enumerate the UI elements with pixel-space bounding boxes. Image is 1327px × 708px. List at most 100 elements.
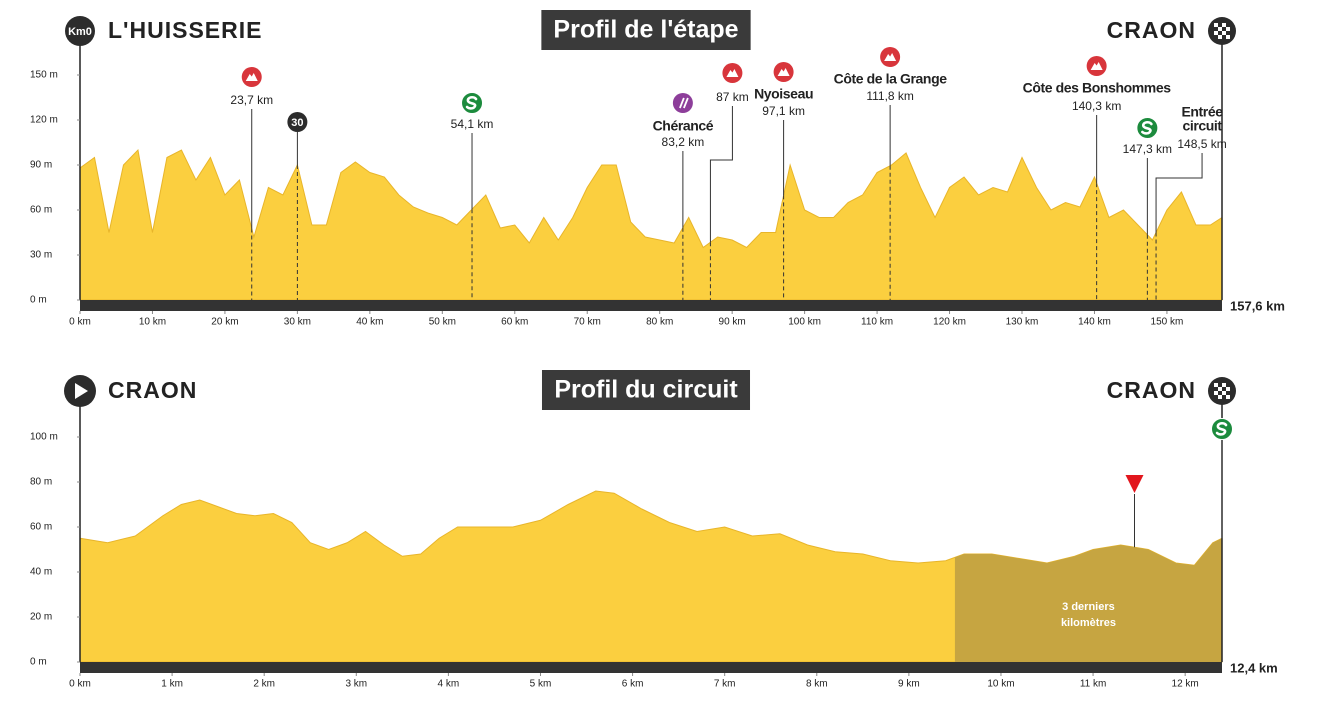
elevation-area <box>79 148 1223 301</box>
base-bar <box>80 300 1222 311</box>
finish-flag-square <box>1214 391 1218 395</box>
chart-title: Profil de l'étape <box>553 16 738 44</box>
x-tick-label: 1 km <box>161 679 183 690</box>
finish-name: CRAON <box>1107 17 1196 43</box>
x-tick-label: 4 km <box>438 679 460 690</box>
distance-label: 157,6 km <box>1230 298 1285 313</box>
x-tick-label: 7 km <box>714 679 736 690</box>
finish-flag-square <box>1214 31 1218 35</box>
marker-name: Nyoiseau <box>754 86 813 102</box>
x-tick-label: 2 km <box>253 679 275 690</box>
marker-icon: 30 <box>287 112 308 132</box>
x-tick-label: 12 km <box>1172 679 1199 690</box>
sprint-glyph <box>1141 120 1153 135</box>
marker-km: 83,2 km <box>662 135 705 149</box>
x-tick-label: 150 km <box>1151 317 1184 328</box>
marker-km: 54,1 km <box>451 117 494 131</box>
marker-km: 140,3 km <box>1072 99 1121 113</box>
distance-label: 12,4 km <box>1230 660 1278 675</box>
x-tick-label: 9 km <box>898 679 920 690</box>
finish-flag-square <box>1226 387 1230 391</box>
x-tick-label: 130 km <box>1006 317 1039 328</box>
y-tick-label: 20 m <box>30 612 52 623</box>
x-tick-label: 10 km <box>139 317 166 328</box>
finish-flag-square <box>1226 27 1230 31</box>
x-tick-label: 10 km <box>987 679 1014 690</box>
start-play <box>75 383 88 399</box>
marker-km: 148,5 km <box>1177 137 1226 151</box>
marker-icon <box>722 63 743 83</box>
x-tick-label: 90 km <box>719 317 746 328</box>
marker-icon <box>461 92 484 114</box>
finish-flag-square <box>1222 23 1226 27</box>
finish-flag-square <box>1222 391 1226 395</box>
marker-km: 111,8 km <box>866 89 914 103</box>
km-badge-label: 30 <box>291 117 303 129</box>
finish-flag-square <box>1218 395 1222 399</box>
x-tick-label: 11 km <box>1080 679 1107 690</box>
marker-icon <box>1125 475 1144 493</box>
highlight-label: 3 derniers <box>1062 601 1115 613</box>
x-tick-label: 100 km <box>788 317 821 328</box>
y-tick-label: 120 m <box>30 115 58 126</box>
title-box <box>541 370 751 410</box>
finish-flag-square <box>1218 27 1222 31</box>
climb-glyph <box>777 68 790 76</box>
finish-flag-square <box>1218 387 1222 391</box>
highlight-label: kilomètres <box>1061 617 1116 629</box>
y-tick-label: 0 m <box>30 657 47 668</box>
climb-glyph <box>726 69 739 77</box>
x-tick-label: 140 km <box>1078 317 1111 328</box>
climb-glyph <box>884 53 897 61</box>
x-tick-label: 0 km <box>69 317 91 328</box>
x-tick-label: 5 km <box>530 679 552 690</box>
y-tick-label: 150 m <box>30 70 58 81</box>
y-tick-label: 60 m <box>30 522 52 533</box>
highlight-area <box>954 538 1222 662</box>
x-tick-label: 80 km <box>646 317 673 328</box>
marker-name: Côte des Bonshommes <box>1023 80 1172 96</box>
chart-title: Profil du circuit <box>554 376 738 404</box>
x-tick-label: 8 km <box>806 679 828 690</box>
marker-name: circuit <box>1182 118 1222 134</box>
y-tick-label: 90 m <box>30 160 52 171</box>
marker-name: Entrée <box>1181 104 1223 120</box>
x-tick-label: 6 km <box>622 679 644 690</box>
marker-km: 97,1 km <box>762 104 805 118</box>
x-tick-label: 3 km <box>345 679 367 690</box>
marker-name: Chérancé <box>653 118 714 134</box>
marker-icon <box>1136 117 1159 139</box>
x-tick-label: 50 km <box>429 317 456 328</box>
y-tick-label: 80 m <box>30 477 52 488</box>
feed-glyph <box>679 97 689 109</box>
marker-icon <box>672 93 693 113</box>
flamme-rouge <box>1125 475 1144 493</box>
marker-icon <box>1086 56 1107 76</box>
x-tick-label: 40 km <box>356 317 383 328</box>
marker-icon <box>1211 418 1233 440</box>
start-name: L'HUISSERIE <box>108 17 263 43</box>
climb-glyph <box>245 73 258 81</box>
sprint-glyph <box>1215 421 1228 436</box>
x-tick-label: 60 km <box>501 317 528 328</box>
y-tick-label: 60 m <box>30 205 52 216</box>
finish-flag-square <box>1226 395 1230 399</box>
y-tick-label: 30 m <box>30 250 52 261</box>
finish-name: CRAON <box>1107 377 1196 403</box>
finish-flag-square <box>1218 35 1222 39</box>
marker-line <box>1155 153 1203 233</box>
sprint-glyph <box>465 95 478 110</box>
km-badge <box>287 112 308 132</box>
marker-km: 23,7 km <box>230 93 273 107</box>
y-tick-label: 100 m <box>30 432 58 443</box>
marker-name: Côte de la Grange <box>834 71 948 87</box>
marker-icon <box>773 62 794 82</box>
title-box <box>541 10 751 50</box>
marker-icon <box>241 67 262 87</box>
x-tick-label: 20 km <box>211 317 238 328</box>
base-bar <box>80 662 1222 673</box>
x-tick-label: 30 km <box>284 317 311 328</box>
finish-flag-square <box>1214 383 1218 387</box>
marker-km: 147,3 km <box>1123 142 1172 156</box>
